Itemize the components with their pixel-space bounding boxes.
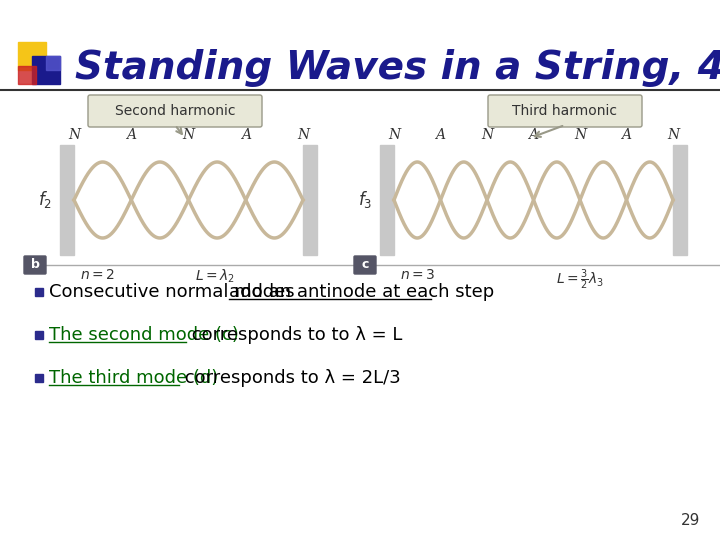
- Text: c: c: [361, 259, 369, 272]
- Bar: [46, 56, 60, 70]
- Text: Second harmonic: Second harmonic: [114, 104, 235, 118]
- Text: A: A: [126, 128, 136, 142]
- Bar: [380, 145, 394, 255]
- Text: N: N: [667, 128, 679, 142]
- Text: A: A: [621, 128, 631, 142]
- Text: $L = \lambda_2$: $L = \lambda_2$: [195, 268, 235, 286]
- Text: $n = 2$: $n = 2$: [80, 268, 115, 282]
- Bar: [303, 145, 317, 255]
- Bar: [673, 145, 687, 255]
- Text: $f_2$: $f_2$: [38, 190, 52, 211]
- Text: N: N: [297, 128, 309, 142]
- FancyBboxPatch shape: [24, 256, 46, 274]
- Text: N: N: [481, 128, 493, 142]
- FancyBboxPatch shape: [488, 95, 642, 127]
- Text: N: N: [68, 128, 80, 142]
- Bar: [35, 288, 43, 296]
- Text: A: A: [240, 128, 251, 142]
- Bar: [18, 66, 36, 84]
- Text: A: A: [528, 128, 539, 142]
- Bar: [35, 331, 43, 339]
- Bar: [32, 56, 60, 84]
- Text: $L = \frac{3}{2}\lambda_3$: $L = \frac{3}{2}\lambda_3$: [556, 268, 604, 292]
- Bar: [35, 374, 43, 382]
- Text: The second mode (c): The second mode (c): [49, 326, 239, 344]
- Bar: [18, 42, 46, 70]
- Text: corresponds to λ = 2L/3: corresponds to λ = 2L/3: [179, 369, 400, 387]
- Text: The third mode (d): The third mode (d): [49, 369, 218, 387]
- Text: N: N: [388, 128, 400, 142]
- Text: $n = 3$: $n = 3$: [400, 268, 436, 282]
- Text: 29: 29: [680, 513, 700, 528]
- FancyBboxPatch shape: [88, 95, 262, 127]
- Text: N: N: [182, 128, 194, 142]
- Text: $f_3$: $f_3$: [358, 190, 372, 211]
- Text: Third harmonic: Third harmonic: [513, 104, 618, 118]
- Text: b: b: [30, 259, 40, 272]
- Text: Standing Waves in a String, 4: Standing Waves in a String, 4: [75, 49, 720, 87]
- Text: A: A: [436, 128, 446, 142]
- Text: Consecutive normal modes: Consecutive normal modes: [49, 283, 300, 301]
- Text: add an antinode at each step: add an antinode at each step: [229, 283, 494, 301]
- FancyBboxPatch shape: [354, 256, 376, 274]
- Bar: [60, 145, 74, 255]
- Text: corresponds to to λ = L: corresponds to to λ = L: [186, 326, 402, 344]
- Text: N: N: [574, 128, 586, 142]
